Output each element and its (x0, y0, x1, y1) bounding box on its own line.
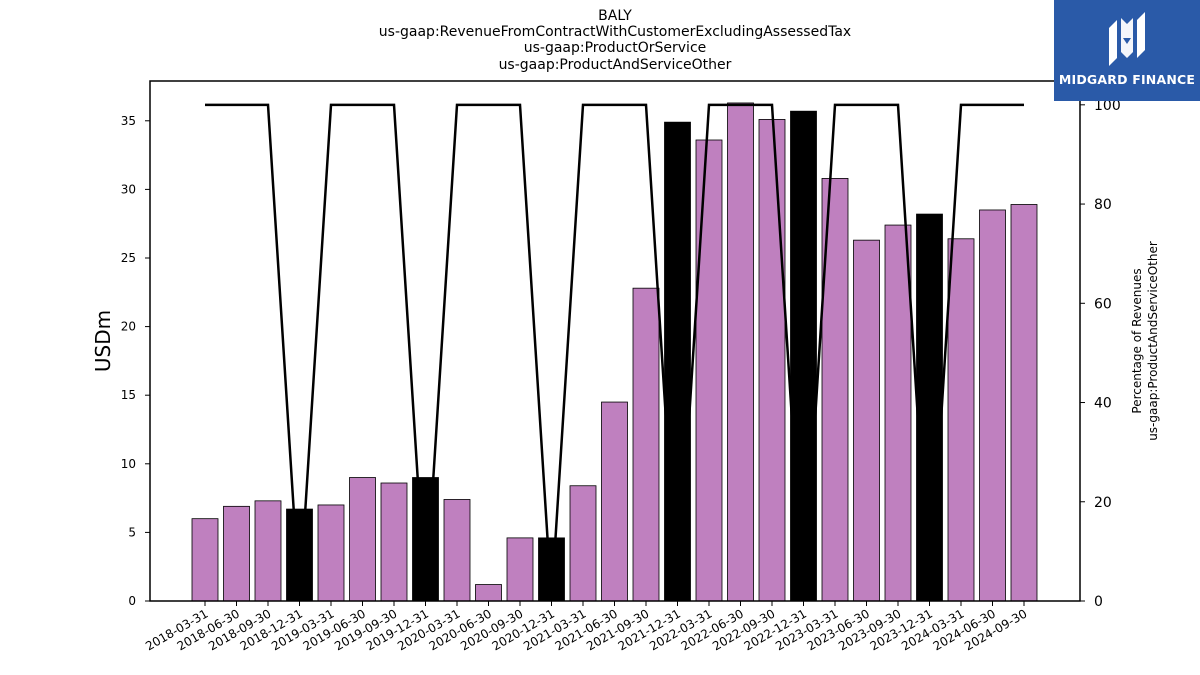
y-right-tick-label: 60 (1094, 296, 1112, 312)
x-axis: 2018-03-312018-06-302018-09-302018-12-31… (143, 601, 1030, 653)
title-line-3: us-gaap:ProductOrService (524, 40, 707, 56)
midgard-logo-icon (1109, 12, 1145, 66)
y-right-tick-label: 100 (1094, 98, 1121, 114)
bar-2021-09-30 (632, 287, 660, 602)
bar-2020-06-30 (475, 584, 502, 602)
bar-2023-09-30 (884, 224, 912, 602)
y-right-tick-label: 0 (1094, 594, 1103, 610)
y-tick-label: 0 (128, 594, 136, 608)
y-tick-label: 30 (121, 182, 136, 196)
y-tick-label: 20 (121, 320, 136, 334)
bar-2018-09-30 (254, 500, 282, 602)
bar-2022-06-30 (727, 102, 754, 602)
bar-2020-12-31 (538, 537, 565, 602)
bar-2024-03-31 (947, 238, 975, 602)
bar-2021-06-30 (601, 401, 628, 602)
y-axis-left: 0 5 10 15 20 25 30 35 (121, 114, 150, 608)
bar-2019-12-31 (412, 477, 439, 602)
bar-2021-03-31 (569, 485, 597, 602)
y-axis-label: USDm (91, 310, 115, 372)
bar-2023-06-30 (853, 239, 880, 602)
logo: MIDGARD FINANCE (1054, 0, 1200, 101)
bar-2020-03-31 (443, 499, 471, 602)
y-tick-label: 5 (128, 525, 136, 539)
bar-group (191, 102, 1038, 602)
bar-2020-09-30 (506, 537, 534, 602)
bar-2023-12-31 (916, 213, 943, 602)
title-line-2: us-gaap:RevenueFromContractWithCustomerE… (379, 24, 851, 40)
bar-2024-09-30 (1010, 204, 1038, 602)
y-right-tick-label: 20 (1094, 495, 1112, 511)
bar-2018-03-31 (191, 518, 219, 602)
title-line-4: us-gaap:ProductAndServiceOther (499, 57, 732, 73)
y-tick-label: 15 (121, 388, 136, 402)
bar-2024-06-30 (979, 209, 1006, 602)
y-axis-right-label-line-1: Percentage of Revenues (1130, 268, 1144, 413)
title-line-1: BALY (598, 8, 632, 24)
chart-title: BALY us-gaap:RevenueFromContractWithCust… (379, 8, 851, 73)
logo-text: MIDGARD FINANCE (1058, 72, 1196, 87)
bar-2022-12-31 (790, 110, 817, 602)
y-right-tick-label: 40 (1094, 396, 1112, 412)
bar-2022-03-31 (695, 139, 723, 602)
percentage-line (205, 103, 1024, 602)
y-tick-label: 10 (121, 457, 136, 471)
bar-2018-06-30 (223, 505, 250, 602)
bar-2019-03-31 (317, 504, 345, 602)
bar-2019-09-30 (380, 482, 408, 602)
y-axis-right: 0 20 40 60 80 100 (1080, 98, 1121, 610)
y-axis-right-label-line-2: us-gaap:ProductAndServiceOther (1146, 241, 1160, 441)
bar-2022-09-30 (758, 119, 786, 602)
line-layer (205, 103, 1024, 602)
y-tick-label: 25 (121, 251, 136, 265)
bar-2021-12-31 (664, 121, 691, 602)
y-tick-label: 35 (121, 114, 136, 128)
y-right-tick-label: 80 (1094, 197, 1112, 213)
bar-2019-06-30 (349, 477, 376, 602)
